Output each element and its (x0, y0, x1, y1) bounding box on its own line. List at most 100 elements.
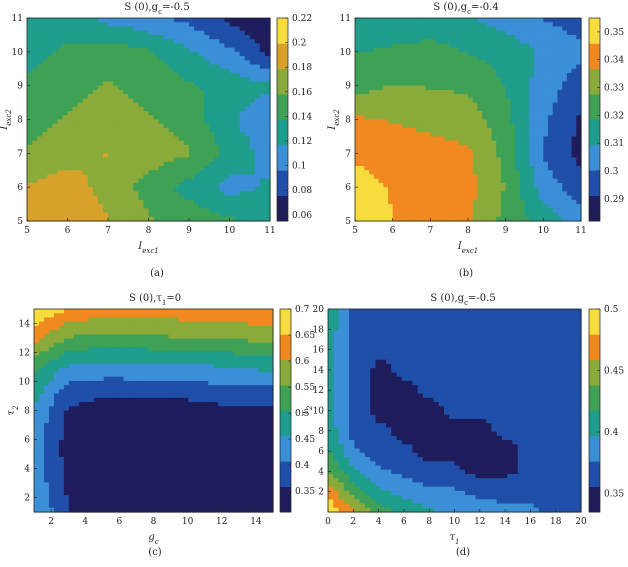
heatmap-cell (88, 183, 94, 188)
heatmap-cell (572, 35, 577, 40)
heatmap-cell (255, 56, 261, 61)
heatmap-cell (553, 183, 558, 188)
heatmap-cell (379, 35, 384, 40)
heatmap-cell (468, 65, 473, 70)
heatmap-cell (572, 204, 577, 209)
heatmap-cell (193, 317, 199, 322)
heatmap-cell (113, 35, 119, 40)
heatmap-cell (260, 196, 266, 201)
heatmap-cell (397, 111, 402, 116)
heatmap-cell (416, 111, 421, 116)
heatmap-cell (515, 39, 520, 44)
heatmap-cell (383, 120, 388, 125)
heatmap-cell (444, 69, 449, 74)
heatmap-cell (506, 22, 511, 27)
heatmap-cell (78, 120, 84, 125)
heatmap-cell (37, 187, 43, 192)
heatmap-cell (209, 187, 215, 192)
heatmap-cell (412, 69, 417, 74)
heatmap-cell (473, 187, 478, 192)
heatmap-cell (103, 191, 109, 196)
heatmap-cell (379, 31, 384, 36)
heatmap-cell (178, 313, 184, 318)
heatmap-cell (149, 326, 155, 331)
heatmap-cell (374, 158, 379, 163)
heatmap-cell (421, 187, 426, 192)
heatmap-cell (426, 196, 431, 201)
heatmap-cell (149, 317, 155, 322)
heatmap-cell (529, 153, 534, 158)
heatmap-cell (219, 60, 225, 65)
heatmap-cell (204, 179, 210, 184)
heatmap-cell (510, 94, 515, 99)
heatmap-cell (393, 183, 398, 188)
heatmap-cell (529, 196, 534, 201)
heatmap-cell (34, 326, 40, 331)
heatmap-cell (459, 86, 464, 91)
heatmap-cell (154, 111, 160, 116)
heatmap-cell (383, 69, 388, 74)
heatmap-cell (209, 52, 215, 57)
heatmap-cell (209, 174, 215, 179)
heatmap-cell (360, 69, 365, 74)
heatmap-cell (240, 52, 246, 57)
heatmap-cell (572, 81, 577, 86)
heatmap-cell (397, 77, 402, 82)
heatmap-cell (421, 60, 426, 65)
heatmap-cell (98, 187, 104, 192)
heatmap-cell (557, 35, 562, 40)
heatmap-cell (572, 31, 577, 36)
heatmap-cell (199, 48, 205, 53)
heatmap-cell (154, 52, 160, 57)
heatmap-cell (243, 309, 249, 314)
heatmap-cell (463, 200, 468, 205)
heatmap-cell (515, 179, 520, 184)
heatmap-cell (149, 208, 155, 213)
heatmap-cell (118, 204, 124, 209)
heatmap-cell (47, 107, 53, 112)
heatmap-cell (501, 94, 506, 99)
heatmap-cell (449, 98, 454, 103)
heatmap-cell (143, 200, 149, 205)
heatmap-cell (449, 120, 454, 125)
heatmap-cell (393, 35, 398, 40)
heatmap-cell (32, 213, 38, 218)
heatmap-cell (454, 107, 459, 112)
heatmap-cell (397, 31, 402, 36)
heatmap-cell (260, 48, 266, 53)
heatmap-cell (219, 86, 225, 91)
heatmap-cell (463, 86, 468, 91)
heatmap-cell (473, 60, 478, 65)
heatmap-cell (482, 98, 487, 103)
heatmap-cell (188, 309, 194, 314)
heatmap-cell (412, 128, 417, 133)
heatmap-cell (224, 98, 230, 103)
heatmap-cell (383, 124, 388, 129)
heatmap-cell (108, 98, 114, 103)
heatmap-cell (128, 56, 134, 61)
heatmap-cell (88, 149, 94, 154)
heatmap-cell (68, 187, 74, 192)
heatmap-cell (27, 60, 33, 65)
heatmap-cell (119, 322, 125, 327)
heatmap-cell (548, 149, 553, 154)
heatmap-cell (553, 98, 558, 103)
heatmap-cell (454, 128, 459, 133)
heatmap-cell (435, 166, 440, 171)
heatmap-cell (78, 124, 84, 129)
heatmap-cell (57, 132, 63, 137)
heatmap-cell (230, 65, 236, 70)
heatmap-cell (412, 26, 417, 31)
heatmap-cell (379, 158, 384, 163)
heatmap-cell (477, 94, 482, 99)
heatmap-cell (374, 43, 379, 48)
heatmap-cell (260, 60, 266, 65)
heatmap-cell (223, 309, 229, 314)
heatmap-cell (98, 208, 104, 213)
heatmap-cell (543, 94, 548, 99)
heatmap-cell (169, 90, 175, 95)
heatmap-cell (435, 111, 440, 116)
heatmap-cell (159, 145, 165, 150)
heatmap-cell (515, 174, 520, 179)
heatmap-cell (510, 149, 515, 154)
